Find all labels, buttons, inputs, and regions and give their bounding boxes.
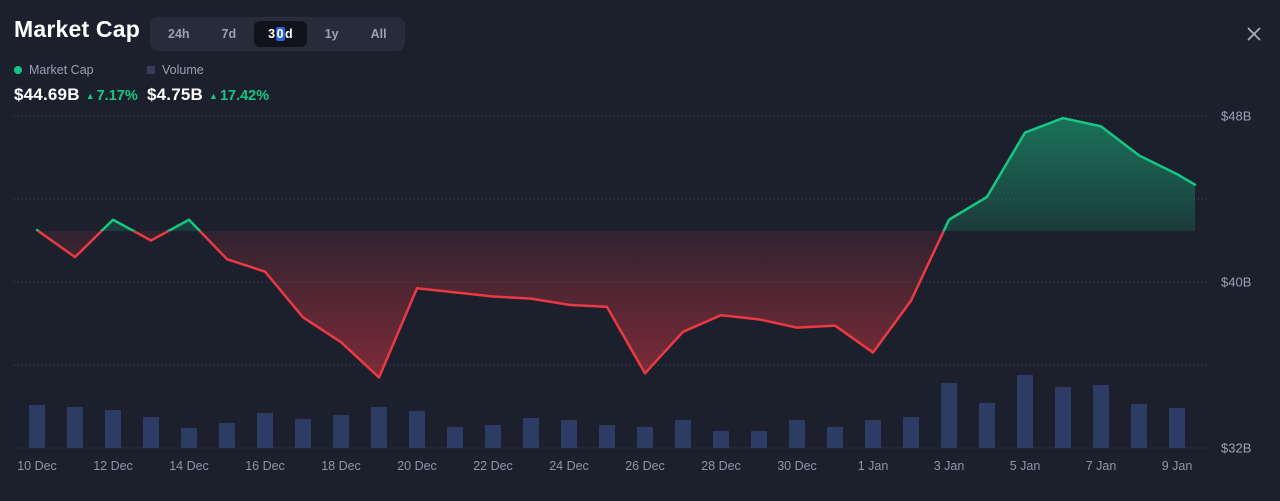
- x-axis-label: 1 Jan: [858, 459, 889, 473]
- legend-item-volume[interactable]: Volume: [147, 63, 269, 77]
- volume-bar: [637, 427, 653, 448]
- area-fill-above-baseline: [37, 118, 1195, 232]
- market-cap-change-pct: 7.17%: [96, 88, 138, 104]
- up-arrow-icon: ▲: [85, 91, 95, 101]
- volume-bar: [1017, 375, 1033, 448]
- volume-bar: [903, 417, 919, 448]
- volume-stat: Volume $4.75B ▲ 17.42%: [147, 63, 269, 105]
- volume-bar: [751, 431, 767, 448]
- x-axis-label: 26 Dec: [625, 459, 665, 473]
- volume-bar: [523, 418, 539, 448]
- volume-bar: [675, 420, 691, 448]
- market-cap-line-down: [36, 231, 946, 379]
- close-icon[interactable]: [1244, 24, 1264, 44]
- time-range-selector: 24h 7d 3 0 d 1y All: [150, 17, 405, 51]
- volume-bar: [941, 383, 957, 448]
- volume-bar: [599, 425, 615, 448]
- y-axis-label: $40B: [1221, 275, 1251, 290]
- volume-bar: [29, 405, 45, 448]
- range-button-24h[interactable]: 24h: [154, 21, 204, 47]
- volume-bar: [257, 413, 273, 448]
- market-cap-change: ▲ 7.17%: [86, 88, 138, 104]
- volume-square-icon: [147, 66, 155, 74]
- volume-bar: [865, 420, 881, 448]
- volume-bar: [143, 417, 159, 448]
- x-axis-label: 22 Dec: [473, 459, 513, 473]
- legend-volume-label: Volume: [162, 63, 204, 77]
- volume-bar: [713, 431, 729, 448]
- volume-bar: [827, 427, 843, 448]
- x-axis-label: 9 Jan: [1162, 459, 1193, 473]
- range-button-1y[interactable]: 1y: [311, 21, 353, 47]
- page-title: Market Cap: [14, 16, 140, 42]
- volume-bar: [181, 428, 197, 448]
- x-axis-label: 3 Jan: [934, 459, 965, 473]
- y-axis-label: $32B: [1221, 441, 1251, 456]
- market-cap-dot-icon: [14, 66, 22, 74]
- x-axis-label: 30 Dec: [777, 459, 817, 473]
- x-axis-label: 18 Dec: [321, 459, 361, 473]
- volume-bar: [371, 407, 387, 448]
- x-axis-label: 7 Jan: [1086, 459, 1117, 473]
- y-axis-label: $48B: [1221, 109, 1251, 124]
- volume-bar: [105, 410, 121, 448]
- range-button-all[interactable]: All: [357, 21, 401, 47]
- volume-value: $4.75B: [147, 85, 204, 104]
- legend-market-cap-label: Market Cap: [29, 63, 94, 77]
- volume-bar: [409, 411, 425, 448]
- area-fill-below-baseline: [37, 231, 1195, 378]
- volume-bar: [561, 420, 577, 448]
- volume-bar: [979, 403, 995, 448]
- up-arrow-icon: ▲: [209, 91, 218, 101]
- volume-bar: [219, 423, 235, 448]
- market-cap-stat: Market Cap $44.69B ▲ 7.17%: [14, 63, 138, 105]
- x-axis-label: 16 Dec: [245, 459, 285, 473]
- x-axis-label: 24 Dec: [549, 459, 589, 473]
- range-button-7d[interactable]: 7d: [208, 21, 251, 47]
- volume-bar: [485, 425, 501, 448]
- market-cap-value: $44.69B: [14, 85, 80, 104]
- volume-change-pct: 17.42%: [219, 88, 270, 104]
- volume-bar: [1131, 404, 1147, 448]
- text-selection-highlight: 0: [275, 27, 285, 41]
- legend-item-market-cap[interactable]: Market Cap: [14, 63, 138, 77]
- market-cap-line-up: [35, 116, 1197, 232]
- x-axis-label: 10 Dec: [17, 459, 57, 473]
- x-axis-label: 12 Dec: [93, 459, 133, 473]
- volume-bar: [789, 420, 805, 448]
- volume-change: ▲ 17.42%: [209, 88, 269, 104]
- volume-bar: [1169, 408, 1185, 448]
- volume-bar: [447, 427, 463, 448]
- volume-bar: [67, 407, 83, 448]
- x-axis-label: 20 Dec: [397, 459, 437, 473]
- x-axis-label: 28 Dec: [701, 459, 741, 473]
- volume-bar: [1055, 387, 1071, 448]
- volume-bar: [295, 419, 311, 448]
- x-axis-label: 14 Dec: [169, 459, 209, 473]
- volume-bar: [1093, 385, 1109, 448]
- volume-bar: [333, 415, 349, 448]
- x-axis-label: 5 Jan: [1010, 459, 1041, 473]
